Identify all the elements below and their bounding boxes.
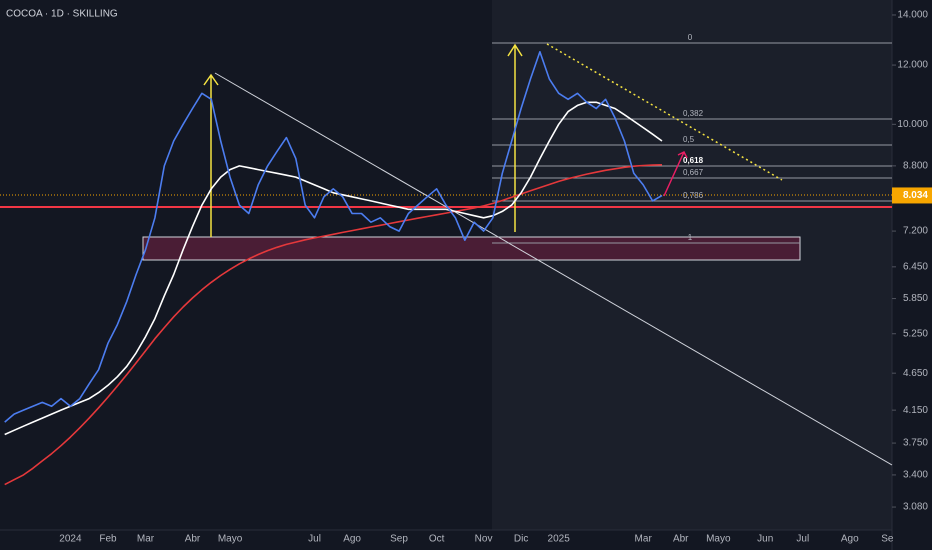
x-tick-label: Jul <box>308 534 321 545</box>
x-tick-label: Mar <box>635 534 653 545</box>
series-line <box>4 51 663 423</box>
fib-label: 0,5 <box>683 135 695 144</box>
x-tick-label: 2025 <box>548 534 571 545</box>
x-tick-label: Mayo <box>218 534 243 545</box>
trendline <box>214 72 893 466</box>
x-tick-label: Nov <box>475 534 493 545</box>
last-price-box <box>892 187 932 204</box>
x-tick-label: Dic <box>514 534 528 545</box>
y-tick-label: 4.650 <box>903 368 928 379</box>
y-tick-label: 8.800 <box>903 161 928 172</box>
plot <box>4 51 663 486</box>
arrow <box>203 73 219 237</box>
y-tick-label: 6.450 <box>903 261 928 272</box>
fib-lines: 0 0,382 0,5 0,618 0,667 0,786 1 <box>492 33 892 244</box>
y-tick-label: 4.150 <box>903 405 928 416</box>
x-tick-label: Jul <box>796 534 809 545</box>
y-tick-label: 3.750 <box>903 438 928 449</box>
fib-label: 1 <box>688 233 693 242</box>
x-tick-label: Sep <box>390 534 408 545</box>
trendline <box>546 43 783 181</box>
x-tick-label: 2024 <box>59 534 82 545</box>
fib-label: 0,382 <box>683 109 704 118</box>
highlight-region <box>492 0 892 530</box>
y-tick-label: 3.080 <box>903 502 928 513</box>
fib-label: 0 <box>688 33 693 42</box>
last-price-label: 8.034 <box>903 190 928 201</box>
y-tick-label: 7.200 <box>903 226 928 237</box>
y-tick-label: 3.400 <box>903 470 928 481</box>
series-line <box>4 101 663 436</box>
y-tick-label: 5.250 <box>903 328 928 339</box>
x-tick-label: Feb <box>99 534 117 545</box>
chart-title: COCOA · 1D · SKILLING <box>6 9 118 20</box>
y-tick-label: 12.000 <box>897 60 928 71</box>
arrow <box>663 150 688 197</box>
y-tick-label: 10.000 <box>897 119 928 130</box>
x-tick-label: Abr <box>673 534 689 545</box>
x-tick-label: Oct <box>429 534 445 545</box>
x-tick-label: Mar <box>137 534 155 545</box>
x-tick-label: Abr <box>185 534 201 545</box>
x-tick-label: Ago <box>841 534 859 545</box>
fib-label: 0,667 <box>683 168 704 177</box>
y-tick-label: 14.000 <box>897 10 928 21</box>
x-tick-label: Jun <box>757 534 773 545</box>
fib-label: 0,618 <box>683 156 704 165</box>
zone-box <box>142 236 801 261</box>
x-tick-label: Se <box>881 534 894 545</box>
series-line <box>4 164 663 486</box>
x-tick-label: Ago <box>343 534 361 545</box>
y-tick-label: 5.850 <box>903 293 928 304</box>
x-tick-label: Mayo <box>706 534 731 545</box>
fib-label: 0,786 <box>683 191 704 200</box>
